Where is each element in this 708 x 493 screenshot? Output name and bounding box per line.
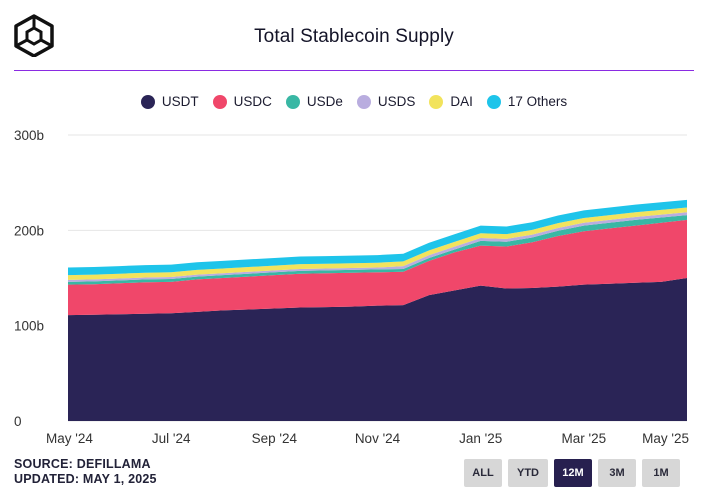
y-tick-label: 100b [14, 319, 44, 334]
area-series-dai [68, 207, 687, 280]
legend-label: USDT [161, 94, 199, 109]
legend-label: USDC [233, 94, 272, 109]
range-button-12m[interactable]: 12M [554, 459, 592, 487]
y-tick-label: 0 [14, 414, 22, 429]
source-label: SOURCE: DEFILLAMA [14, 457, 151, 471]
area-series-usdt [68, 278, 687, 421]
x-tick-label: Nov '24 [355, 431, 401, 446]
area-series-usde [68, 215, 687, 285]
area-series-usdc [68, 219, 687, 316]
legend-item-usdc[interactable]: USDC [212, 94, 272, 109]
x-tick-label: Mar '25 [562, 431, 607, 446]
defillama-logo-icon [14, 14, 54, 57]
title-divider [14, 70, 694, 71]
legend-item-usds[interactable]: USDS [356, 94, 416, 109]
x-tick-label: May '24 [46, 431, 93, 446]
chart-legend: USDT USDC USDe USDS DAI 17 Others [0, 94, 708, 109]
range-button-1m[interactable]: 1M [642, 459, 680, 487]
range-selector: ALL YTD 12M 3M 1M [464, 459, 680, 487]
legend-item-usdt[interactable]: USDT [140, 94, 199, 109]
x-tick-label: Sep '24 [252, 431, 298, 446]
legend-dot [285, 94, 300, 109]
range-button-all[interactable]: ALL [464, 459, 502, 487]
area-series-17-others [68, 199, 687, 276]
x-tick-label: May '25 [642, 431, 689, 446]
y-tick-label: 200b [14, 223, 44, 238]
x-tick-label: Jul '24 [152, 431, 191, 446]
legend-dot [212, 94, 227, 109]
legend-item-dai[interactable]: DAI [429, 94, 473, 109]
y-tick-label: 300b [14, 128, 44, 143]
legend-dot [486, 94, 501, 109]
legend-dot [356, 94, 371, 109]
legend-label: 17 Others [507, 94, 568, 109]
legend-dot [429, 94, 444, 109]
legend-item-17-others[interactable]: 17 Others [486, 94, 568, 109]
range-button-ytd[interactable]: YTD [508, 459, 548, 487]
updated-label: UPDATED: MAY 1, 2025 [14, 472, 157, 486]
legend-dot [140, 94, 155, 109]
legend-item-usde[interactable]: USDe [285, 94, 343, 109]
chart-title: Total Stablecoin Supply [254, 26, 454, 47]
legend-label: USDe [306, 94, 343, 109]
legend-label: USDS [377, 94, 416, 109]
legend-label: DAI [450, 94, 473, 109]
chart-footer: SOURCE: DEFILLAMA UPDATED: MAY 1, 2025 [14, 457, 157, 487]
x-tick-label: Jan '25 [459, 431, 502, 446]
area-series-usds [68, 212, 687, 282]
range-button-3m[interactable]: 3M [598, 459, 636, 487]
